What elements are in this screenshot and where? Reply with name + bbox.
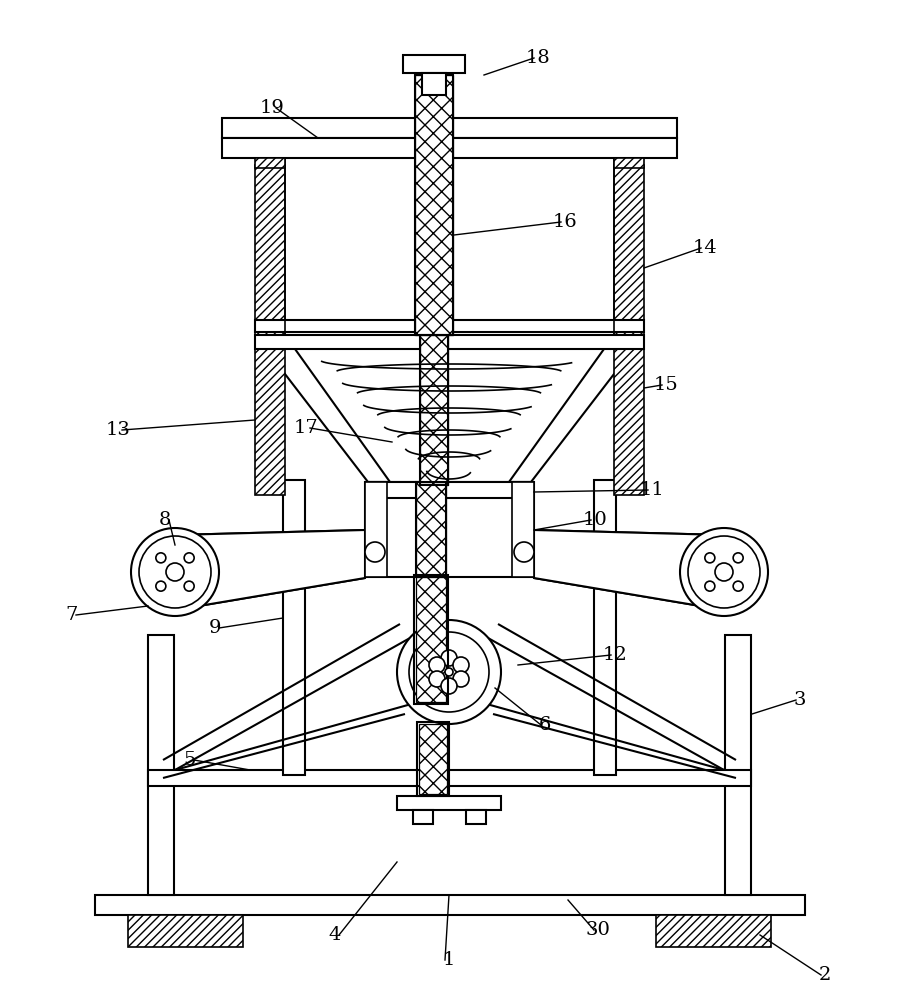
Bar [416,482,446,577]
Bar [414,575,448,704]
Bar [283,480,305,775]
Circle shape [715,563,733,581]
Bar [415,75,453,335]
Circle shape [734,553,743,563]
Bar [255,165,285,495]
Polygon shape [534,530,724,610]
Bar [415,75,453,335]
Bar [614,165,644,495]
Circle shape [705,553,715,563]
Bar [148,770,751,786]
Text: 2: 2 [819,966,832,984]
Bar [255,158,285,168]
Circle shape [409,632,489,712]
Circle shape [441,650,457,666]
Bar [420,335,448,485]
Text: 10: 10 [583,511,608,529]
Bar [397,796,501,810]
Bar [255,335,644,349]
Bar [128,915,243,947]
Bar [413,810,433,824]
Text: 15: 15 [654,376,679,394]
Text: 12: 12 [602,646,628,664]
Text: 16: 16 [553,213,577,231]
Circle shape [397,620,501,724]
Bar [512,482,534,577]
Text: 18: 18 [526,49,550,67]
Bar [466,810,486,824]
Circle shape [184,581,194,591]
Circle shape [166,563,184,581]
Circle shape [734,581,743,591]
Bar [222,138,677,158]
Bar [725,635,751,895]
Text: 6: 6 [539,716,551,734]
Bar [594,480,616,775]
Bar [416,577,446,702]
Polygon shape [175,530,365,610]
Bar [614,158,644,168]
Bar [417,722,449,796]
Circle shape [680,528,768,616]
Text: 4: 4 [329,926,342,944]
Text: 5: 5 [183,751,196,769]
Circle shape [156,581,165,591]
Circle shape [139,536,211,608]
Text: 7: 7 [66,606,78,624]
Bar [403,55,465,73]
Circle shape [131,528,219,616]
Text: 19: 19 [260,99,284,117]
Bar [222,118,677,138]
Bar [95,895,805,915]
Bar [148,635,174,895]
Bar [656,915,771,947]
Text: 9: 9 [209,619,221,637]
Bar [422,73,446,95]
Text: 30: 30 [585,921,610,939]
Text: 11: 11 [639,481,664,499]
Text: 17: 17 [294,419,318,437]
Text: 14: 14 [692,239,717,257]
Bar [420,335,448,485]
Circle shape [184,553,194,563]
Bar [255,320,644,332]
Bar [365,482,534,577]
Bar [365,482,387,577]
Circle shape [365,542,385,562]
Circle shape [514,542,534,562]
Circle shape [429,657,445,673]
Circle shape [445,668,453,676]
Polygon shape [255,335,390,482]
Circle shape [429,671,445,687]
Text: 8: 8 [159,511,171,529]
Circle shape [453,657,469,673]
Text: 1: 1 [443,951,455,969]
Text: 3: 3 [794,691,806,709]
Text: 13: 13 [105,421,130,439]
Circle shape [441,678,457,694]
Circle shape [156,553,165,563]
Bar [416,482,446,577]
Circle shape [453,671,469,687]
Circle shape [705,581,715,591]
Bar [368,482,531,498]
Bar [419,724,447,794]
Polygon shape [509,335,644,482]
Circle shape [688,536,760,608]
